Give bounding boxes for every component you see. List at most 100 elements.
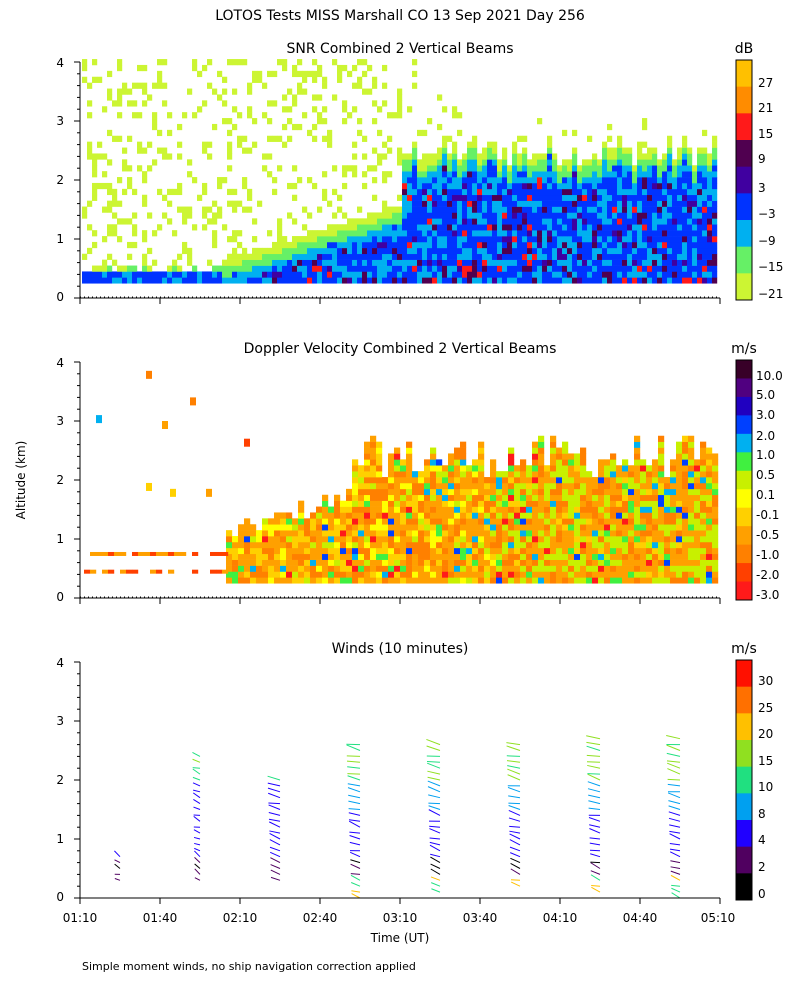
velocity-cell bbox=[574, 536, 581, 543]
snr-cell bbox=[192, 64, 198, 72]
velocity-cell bbox=[700, 506, 707, 513]
snr-cell bbox=[457, 171, 463, 178]
velocity-cell bbox=[478, 506, 485, 513]
snr-cell bbox=[632, 200, 638, 207]
snr-cell bbox=[347, 112, 353, 119]
velocity-cell bbox=[652, 524, 659, 531]
snr-cell bbox=[707, 230, 713, 237]
snr-cell bbox=[217, 70, 223, 78]
velocity-cell bbox=[328, 518, 335, 525]
snr-cell bbox=[422, 159, 428, 166]
colorbar-tick-label: −3 bbox=[758, 207, 776, 221]
velocity-cell bbox=[370, 565, 377, 572]
velocity-cell bbox=[562, 477, 569, 484]
wind-barb bbox=[193, 829, 201, 834]
snr-cell bbox=[547, 218, 553, 225]
snr-cell bbox=[682, 171, 688, 178]
snr-cell bbox=[677, 171, 683, 178]
snr-cell bbox=[352, 82, 358, 89]
velocity-cell bbox=[622, 477, 629, 484]
snr-cell bbox=[487, 182, 493, 190]
snr-cell bbox=[687, 206, 693, 213]
velocity-cell bbox=[508, 571, 515, 578]
velocity-cell bbox=[180, 551, 187, 556]
snr-cell bbox=[622, 188, 628, 196]
velocity-cell bbox=[238, 571, 245, 578]
velocity-cell bbox=[472, 547, 479, 555]
snr-cell bbox=[532, 153, 538, 160]
snr-cell bbox=[667, 194, 673, 201]
velocity-cell bbox=[532, 536, 539, 543]
wind-barb bbox=[669, 848, 681, 852]
velocity-cell bbox=[700, 524, 707, 531]
velocity-cell bbox=[688, 459, 695, 466]
snr-cell bbox=[482, 147, 488, 154]
snr-cell bbox=[372, 236, 378, 243]
snr-cell bbox=[442, 141, 448, 148]
velocity-cell bbox=[418, 512, 425, 519]
snr-cell bbox=[147, 271, 153, 278]
velocity-cell bbox=[556, 530, 563, 537]
snr-cell bbox=[392, 236, 398, 243]
velocity-cell bbox=[526, 477, 533, 484]
velocity-cell bbox=[478, 553, 485, 560]
snr-cell bbox=[557, 230, 563, 237]
snr-cell bbox=[672, 182, 678, 190]
snr-cell bbox=[662, 200, 668, 207]
velocity-cell bbox=[108, 551, 115, 556]
snr-cell bbox=[412, 70, 418, 78]
snr-cell bbox=[637, 171, 643, 178]
snr-cell bbox=[482, 259, 488, 266]
velocity-cell bbox=[652, 530, 659, 537]
velocity-cell bbox=[256, 541, 263, 549]
snr-cell bbox=[122, 271, 128, 278]
snr-cell bbox=[177, 141, 183, 148]
velocity-cell bbox=[352, 559, 359, 566]
snr-cell bbox=[447, 165, 453, 172]
snr-cell bbox=[367, 165, 373, 172]
snr-cell bbox=[97, 76, 103, 83]
velocity-cell bbox=[262, 577, 269, 584]
snr-cell bbox=[317, 253, 323, 260]
snr-cell bbox=[392, 265, 398, 272]
winds-colorbar-unit: m/s bbox=[731, 641, 757, 657]
snr-cell bbox=[342, 64, 348, 72]
velocity-cell bbox=[508, 512, 515, 519]
velocity-cell bbox=[646, 547, 653, 555]
velocity-cell bbox=[574, 547, 581, 555]
velocity-cell bbox=[670, 500, 677, 507]
snr-cell bbox=[527, 182, 533, 190]
velocity-cell bbox=[544, 500, 551, 507]
velocity-cell bbox=[484, 577, 491, 584]
snr-cell bbox=[317, 247, 323, 255]
snr-cell bbox=[692, 188, 698, 196]
velocity-cell bbox=[268, 571, 275, 578]
velocity-cell bbox=[652, 547, 659, 555]
snr-cell bbox=[497, 159, 503, 166]
snr-cell bbox=[457, 253, 463, 260]
snr-cell bbox=[317, 94, 323, 101]
snr-cell bbox=[592, 153, 598, 160]
snr-cell bbox=[642, 206, 648, 213]
velocity-cell bbox=[388, 518, 395, 525]
snr-cell bbox=[212, 241, 218, 249]
snr-cell bbox=[642, 159, 648, 166]
snr-cell bbox=[572, 194, 578, 201]
velocity-cell bbox=[460, 482, 467, 490]
snr-cell bbox=[647, 153, 653, 160]
velocity-cell bbox=[586, 500, 593, 507]
velocity-cell bbox=[514, 559, 521, 566]
velocity-cell bbox=[478, 536, 485, 543]
snr-cell bbox=[697, 153, 703, 160]
snr-cell bbox=[447, 236, 453, 243]
snr-cell bbox=[617, 271, 623, 278]
snr-cell bbox=[562, 188, 568, 196]
snr-cell bbox=[277, 236, 283, 243]
velocity-cell bbox=[628, 482, 635, 490]
velocity-cell bbox=[364, 512, 371, 519]
velocity-cell bbox=[550, 453, 557, 460]
velocity-cell bbox=[616, 577, 623, 584]
snr-cell bbox=[622, 159, 628, 166]
velocity-cell bbox=[550, 494, 557, 501]
colorbar-tick-label: 27 bbox=[758, 76, 773, 90]
